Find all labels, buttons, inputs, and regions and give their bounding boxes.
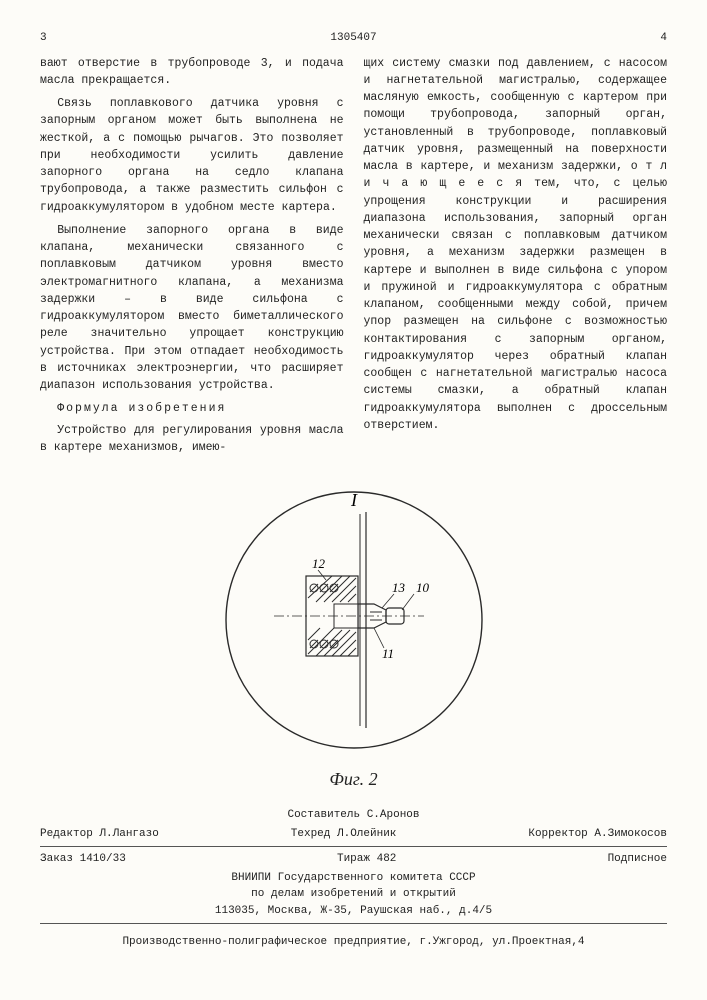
hatch-top xyxy=(308,576,356,602)
page-header: 3 1305407 4 xyxy=(40,30,667,47)
callout-13-line xyxy=(382,594,394,608)
callout-13: 13 xyxy=(392,580,406,595)
figure-2: I xyxy=(40,480,667,760)
left-p4: Устройство для регулирования уровня масл… xyxy=(40,422,344,457)
org1: ВНИИПИ Государственного комитета СССР xyxy=(40,870,667,887)
left-column: вают отверстие в трубопроводе 3, и подач… xyxy=(40,55,344,463)
credits-block: Составитель С.Аронов Редактор Л.Лангазо … xyxy=(40,807,667,951)
tech: Техред Л.Олейник xyxy=(291,826,397,843)
doc-number: 1305407 xyxy=(330,30,376,47)
left-p3: Выполнение запорного органа в виде клапа… xyxy=(40,222,344,395)
page-num-left: 3 xyxy=(40,30,47,47)
figure-caption: Фиг. 2 xyxy=(40,766,667,793)
order: Заказ 1410/33 xyxy=(40,851,126,868)
corrector: Корректор А.Зимокосов xyxy=(528,826,667,843)
detail-label: I xyxy=(350,490,358,510)
sub: Подписное xyxy=(608,851,667,868)
divider-2 xyxy=(40,923,667,924)
callout-11: 11 xyxy=(382,646,394,661)
callout-12: 12 xyxy=(312,556,326,571)
tirazh: Тираж 482 xyxy=(337,851,396,868)
addr: 113035, Москва, Ж-35, Раушская наб., д.4… xyxy=(40,903,667,920)
page-num-right: 4 xyxy=(660,30,667,47)
compiler: Составитель С.Аронов xyxy=(40,807,667,824)
org2: по делам изобретений и открытий xyxy=(40,886,667,903)
hatch-bottom xyxy=(308,628,356,656)
callout-10-line xyxy=(402,594,414,610)
right-column: щих систему смазки под давлением, с насо… xyxy=(364,55,668,463)
text-columns: вают отверстие в трубопроводе 3, и подач… xyxy=(40,55,667,463)
divider-1 xyxy=(40,846,667,847)
figure-svg: I xyxy=(214,480,494,760)
callout-12-line xyxy=(318,570,326,580)
right-p1: щих систему смазки под давлением, с насо… xyxy=(364,55,668,435)
formula-heading: Формула изобретения xyxy=(40,400,344,417)
editor: Редактор Л.Лангазо xyxy=(40,826,159,843)
left-p2: Связь поплавкового датчика уровня с запо… xyxy=(40,95,344,216)
printer: Производственно-полиграфическое предприя… xyxy=(40,934,667,951)
callout-10: 10 xyxy=(416,580,430,595)
left-p1: вают отверстие в трубопроводе 3, и подач… xyxy=(40,55,344,90)
spring-upper xyxy=(310,584,338,592)
callout-11-line xyxy=(374,628,384,648)
